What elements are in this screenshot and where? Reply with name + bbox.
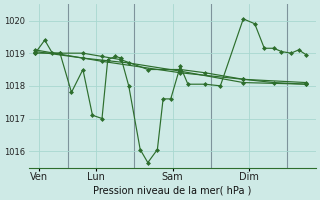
X-axis label: Pression niveau de la mer( hPa ): Pression niveau de la mer( hPa ) xyxy=(93,186,252,196)
